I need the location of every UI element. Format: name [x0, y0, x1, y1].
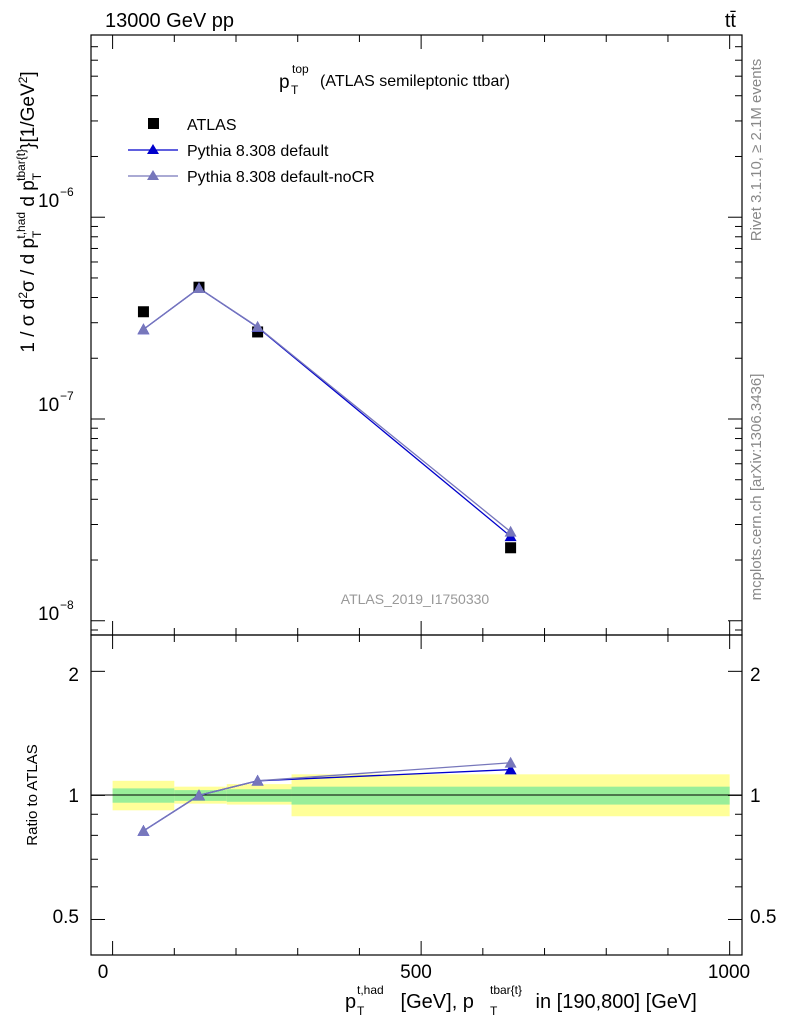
legend-label-nocr: Pythia 8.308 default-noCR: [187, 169, 375, 186]
legend-label-atlas: ATLAS: [187, 117, 237, 134]
legend-marker-default: [147, 144, 159, 154]
energy-label: 13000 GeV pp: [105, 10, 234, 32]
main-ytick-label-1e-8: 10 −8: [38, 598, 74, 625]
mc-point-2-1: [192, 282, 205, 293]
ratio-point-1-0: [137, 824, 150, 836]
x-axis-label: p T t,had [GeV], p T tbar{t} in [190,800…: [345, 983, 697, 1018]
svg-text:T: T: [490, 1004, 498, 1018]
mc-point-2-0: [137, 323, 150, 335]
stat-band-0: [112, 788, 175, 803]
main-ytick-label-1e-6: 10 −6: [38, 185, 74, 212]
xtick-label-0: 0: [98, 962, 109, 983]
legend-marker-atlas: [148, 118, 159, 129]
main-line-2: [143, 287, 512, 533]
svg-text:10: 10: [38, 191, 59, 212]
svg-text:t,had: t,had: [357, 983, 384, 997]
ratio-point-0-3: [504, 763, 517, 775]
svg-text:p: p: [345, 991, 356, 1013]
title-sub: T: [291, 83, 299, 97]
xtick-label-500: 500: [400, 962, 432, 983]
ratio-ytick-1-left: 1: [68, 786, 79, 807]
legend-label-default: Pythia 8.308 default: [187, 143, 329, 160]
atlas-point-3: [505, 542, 517, 554]
stat-band-3: [291, 786, 730, 805]
ratio-ylabel: Ratio to ATLAS: [24, 744, 41, 845]
svg-text:10: 10: [38, 604, 59, 625]
main-ytick-label-1e-7: 10 −7: [38, 389, 74, 416]
mcplots-label: mcplots.cern.ch [arXiv:1306.3436]: [748, 374, 765, 601]
ratio-plot-frame: [90, 634, 743, 956]
main-line-1: [143, 287, 512, 537]
ratio-ytick-05-right: 0.5: [750, 907, 776, 928]
main-plot-title: p T top (ATLAS semileptonic ttbar): [279, 62, 510, 97]
svg-text:1 / σ d2σ / d pTt,had d pTtbar: 1 / σ d2σ / d pTt,had d pTtbar{t}}[1/GeV…: [14, 71, 44, 352]
svg-text:10: 10: [38, 395, 59, 416]
main-plot-series: [137, 281, 517, 554]
process-label: tt̄: [725, 10, 737, 32]
ratio-ytick-05-left: 0.5: [53, 907, 79, 928]
svg-text:[GeV], p: [GeV], p: [395, 991, 474, 1013]
axis-ticks: [91, 34, 742, 955]
title-p: p: [279, 72, 290, 93]
svg-text:tbar{t}: tbar{t}: [490, 983, 522, 997]
svg-text:in [190,800] [GeV]: in [190,800] [GeV]: [530, 991, 697, 1013]
title-sup: top: [292, 62, 309, 76]
ratio-point-1-1: [192, 789, 205, 801]
title-rest: (ATLAS semileptonic ttbar): [320, 73, 510, 90]
legend: ATLAS Pythia 8.308 default Pythia 8.308 …: [128, 117, 375, 186]
ratio-ytick-2-right: 2: [750, 665, 761, 686]
atlas-point-0: [137, 306, 149, 318]
mc-point-2-3: [504, 525, 517, 537]
ratio-plot-series: [137, 756, 517, 836]
legend-marker-nocr: [147, 170, 159, 180]
ratio-line-1: [143, 762, 511, 832]
stat-band-2: [226, 789, 292, 802]
svg-text:−8: −8: [60, 598, 74, 612]
main-ylabel: 1 / σ d2σ / d pTt,had d pTtbar{t}}[1/GeV…: [14, 71, 44, 352]
rivet-label: Rivet 3.1.10, ≥ 2.1M events: [748, 59, 765, 242]
xtick-label-1000: 1000: [708, 962, 750, 983]
analysis-id: ATLAS_2019_I1750330: [341, 591, 490, 607]
mc-point-2-2: [251, 320, 264, 332]
ratio-ytick-2-left: 2: [68, 665, 79, 686]
svg-text:−7: −7: [60, 389, 74, 403]
svg-text:T: T: [357, 1004, 365, 1018]
ratio-point-1-3: [504, 756, 517, 768]
ratio-ytick-1-right: 1: [750, 786, 761, 807]
ratio-point-1-2: [251, 774, 264, 786]
svg-text:−6: −6: [60, 185, 74, 199]
